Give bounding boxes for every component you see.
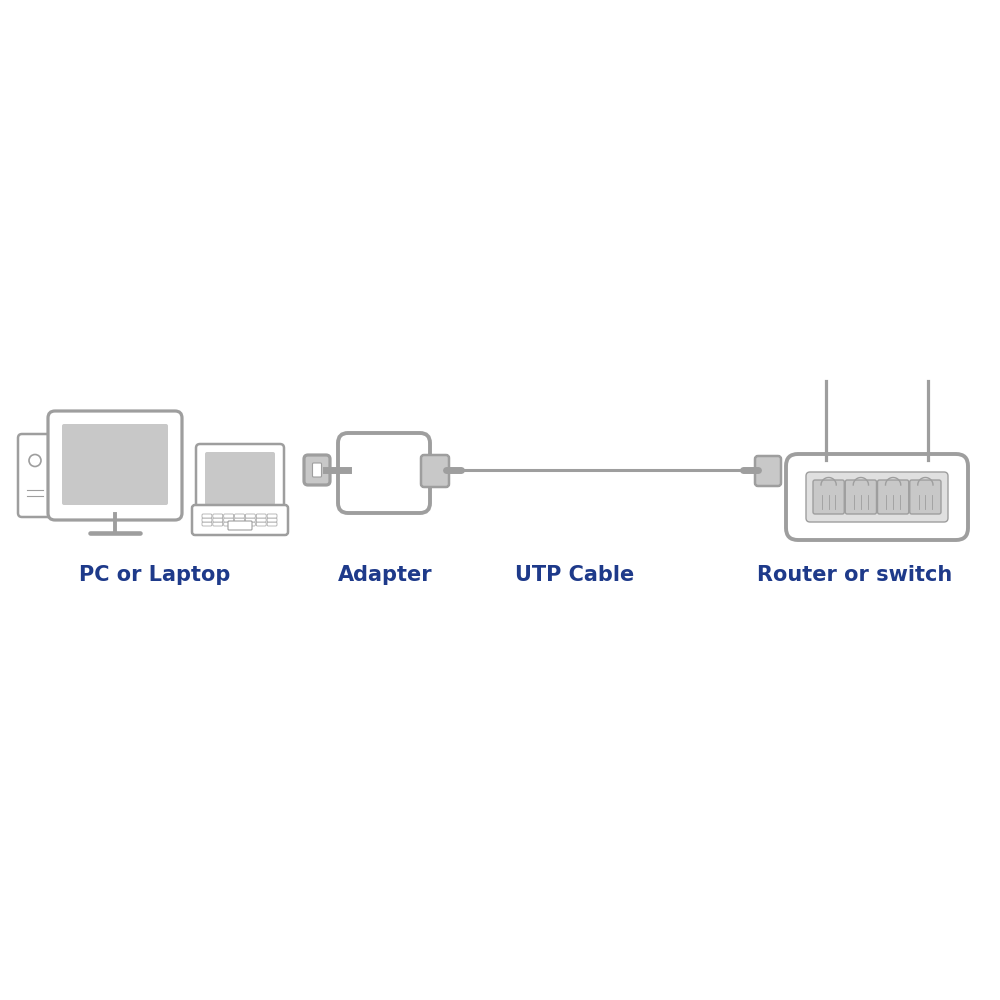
FancyBboxPatch shape [224, 518, 234, 522]
FancyBboxPatch shape [245, 522, 255, 526]
FancyBboxPatch shape [245, 514, 255, 518]
FancyBboxPatch shape [235, 522, 244, 526]
FancyBboxPatch shape [18, 434, 52, 517]
FancyBboxPatch shape [256, 518, 266, 522]
FancyBboxPatch shape [192, 505, 288, 535]
FancyBboxPatch shape [815, 456, 837, 480]
FancyBboxPatch shape [228, 521, 252, 530]
FancyBboxPatch shape [48, 411, 182, 520]
FancyBboxPatch shape [256, 522, 266, 526]
FancyBboxPatch shape [786, 454, 968, 540]
FancyBboxPatch shape [62, 424, 168, 505]
FancyBboxPatch shape [267, 514, 277, 518]
FancyBboxPatch shape [256, 514, 266, 518]
FancyBboxPatch shape [910, 480, 941, 514]
FancyBboxPatch shape [304, 455, 330, 485]
FancyBboxPatch shape [235, 514, 244, 518]
FancyBboxPatch shape [755, 456, 781, 486]
FancyBboxPatch shape [224, 522, 234, 526]
FancyBboxPatch shape [213, 518, 223, 522]
FancyBboxPatch shape [878, 480, 909, 514]
FancyBboxPatch shape [213, 522, 223, 526]
FancyBboxPatch shape [806, 472, 948, 522]
FancyBboxPatch shape [813, 480, 844, 514]
FancyBboxPatch shape [202, 518, 212, 522]
FancyBboxPatch shape [205, 452, 275, 505]
FancyBboxPatch shape [245, 518, 255, 522]
FancyBboxPatch shape [202, 514, 212, 518]
Text: UTP Cable: UTP Cable [515, 565, 635, 585]
FancyBboxPatch shape [213, 514, 223, 518]
FancyBboxPatch shape [338, 433, 430, 513]
FancyBboxPatch shape [917, 456, 939, 480]
FancyBboxPatch shape [235, 518, 244, 522]
Text: Router or switch: Router or switch [757, 565, 953, 585]
FancyBboxPatch shape [267, 518, 277, 522]
FancyBboxPatch shape [202, 522, 212, 526]
Text: PC or Laptop: PC or Laptop [79, 565, 231, 585]
FancyBboxPatch shape [312, 463, 322, 477]
FancyBboxPatch shape [845, 480, 876, 514]
FancyBboxPatch shape [224, 514, 234, 518]
FancyBboxPatch shape [421, 455, 449, 487]
FancyBboxPatch shape [267, 522, 277, 526]
Text: Adapter: Adapter [338, 565, 432, 585]
FancyBboxPatch shape [196, 444, 284, 514]
